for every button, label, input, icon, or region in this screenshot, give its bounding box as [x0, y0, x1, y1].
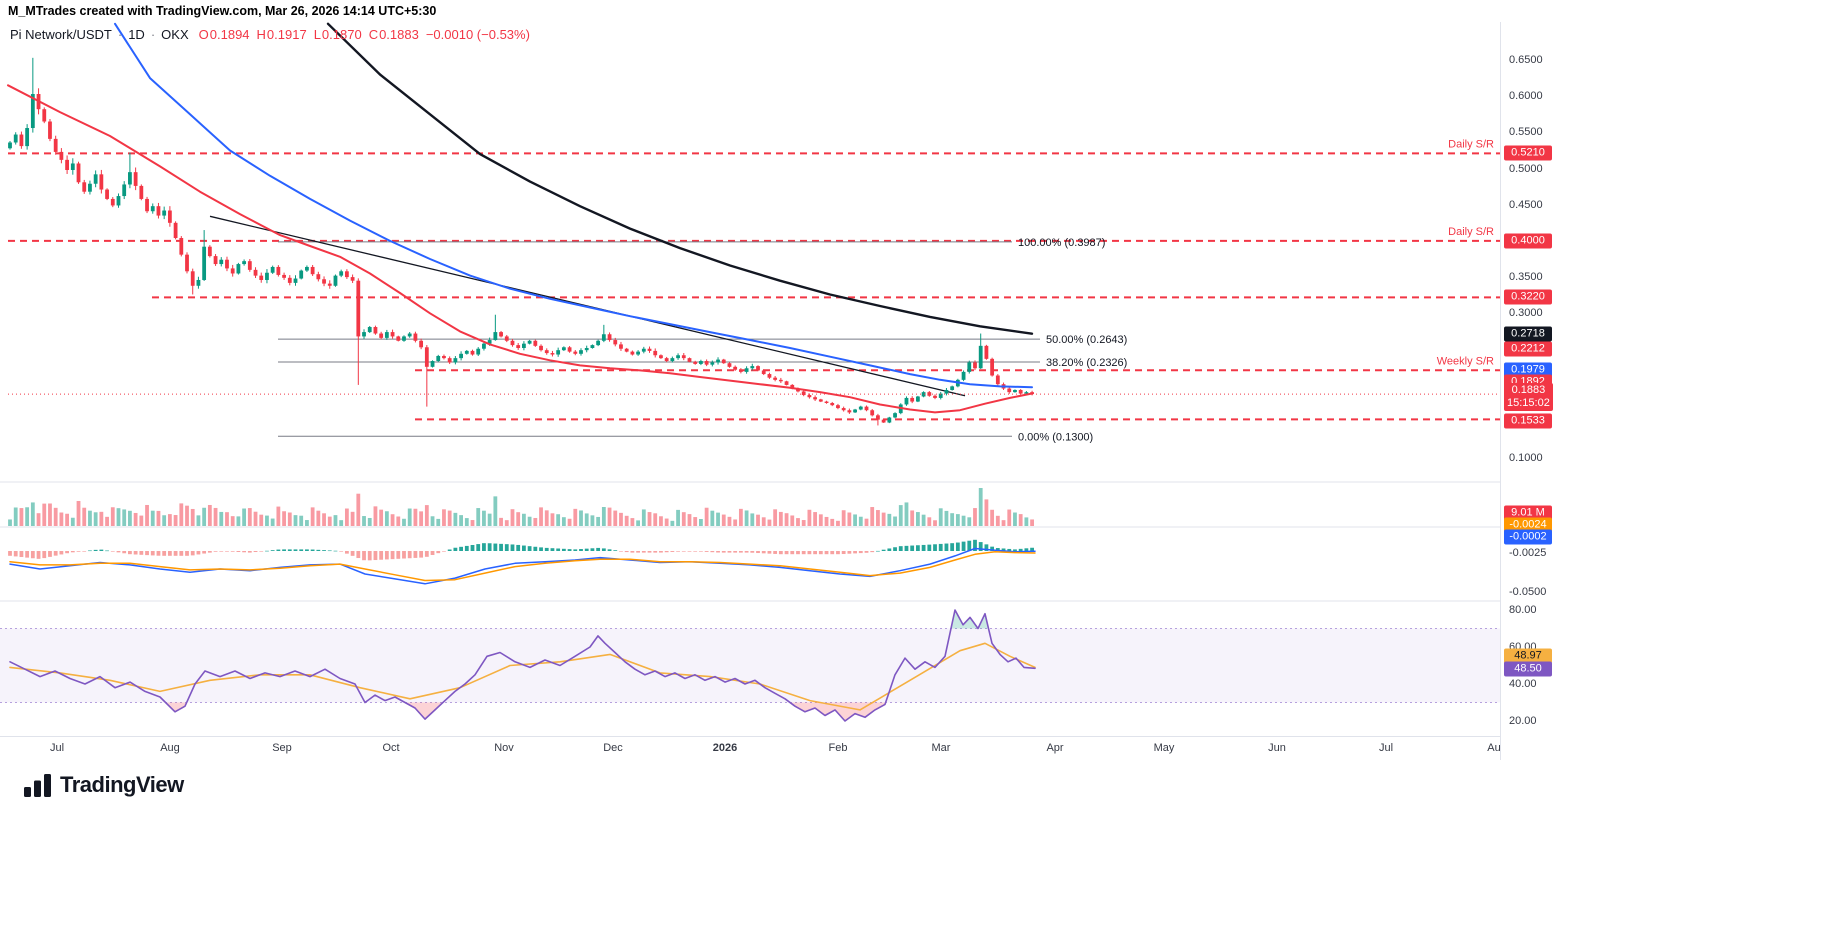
price-badge: 0.4000 — [1504, 233, 1552, 249]
interval-label[interactable]: 1D — [128, 27, 145, 42]
ohlc-values: O0.1894 H0.1917 L0.1870 C0.1883 −0.0010 … — [199, 27, 530, 42]
price-badge: -0.0024 — [1504, 517, 1552, 533]
low-value: L0.1870 — [313, 27, 362, 42]
macd-lines-layer — [9, 547, 1036, 585]
time-tick-label: Aug — [160, 742, 180, 754]
macd-histogram-layer — [8, 539, 1034, 561]
open-value: O0.1894 — [198, 27, 250, 42]
fib-label: 100.00% (0.3987) — [1018, 237, 1105, 249]
pane-separators — [0, 481, 1560, 602]
time-tick-label: Jul — [49, 742, 65, 754]
price-badge: 48.50 — [1504, 661, 1552, 677]
time-tick-label: Mar — [931, 742, 951, 754]
price-badge: 0.1979 — [1504, 362, 1552, 378]
time-tick-label: Nov — [494, 742, 514, 754]
price-badge: 0.2718 — [1504, 326, 1552, 342]
fib-label: 0.00% (0.1300) — [1018, 431, 1093, 443]
time-tick-label: Au — [1487, 742, 1500, 754]
price-badge: -0.0002 — [1504, 529, 1552, 545]
axis-tick-label: 40.00 — [1509, 678, 1537, 690]
time-tick-label: Dec — [603, 742, 623, 754]
price-axis[interactable]: 0.6500 0.6000 0.5500 0.5000 0.4500 0.3500 0.30… — [1500, 22, 1560, 760]
fib-retracement-layer: 100.00% (0.3987) 50.00% (0.2643) 38.20% (0… — [278, 237, 1127, 443]
tradingview-logo-text: TradingView — [60, 772, 184, 797]
moving-averages-layer — [7, 22, 1034, 414]
time-tick-label: Jul — [1378, 742, 1394, 754]
axis-tick-label: 0.3500 — [1509, 271, 1543, 283]
axis-tick-label: 80.00 — [1509, 604, 1537, 616]
high-value: H0.1917 — [256, 27, 307, 42]
price-badge: 48.97 — [1504, 648, 1552, 664]
volume-layer — [8, 488, 1034, 526]
price-badge: 0.3220 — [1504, 289, 1552, 305]
price-badge: 0.2212 — [1504, 341, 1552, 357]
sr-lines-layer: Daily S/R Daily S/R Weekly S/R — [8, 138, 1500, 421]
price-badge: 0.5210 — [1504, 145, 1552, 161]
legend-separator: · — [150, 27, 156, 42]
axis-tick-label: 0.3000 — [1509, 307, 1543, 319]
rsi-layer — [0, 609, 1500, 722]
price-badge: 0.1533 — [1504, 413, 1552, 429]
axis-tick-label: 0.6500 — [1509, 54, 1543, 66]
time-axis[interactable]: Jul Aug Sep Oct Nov Dec 2026 Feb Mar Apr May Jun Jul… — [0, 736, 1500, 760]
axis-tick-label: 0.4500 — [1509, 199, 1543, 211]
axis-tick-label: 0.6000 — [1509, 90, 1543, 102]
time-tick-label: Oct — [382, 742, 400, 754]
price-chart-canvas[interactable]: Daily S/R Daily S/R Weekly S/R 100.00% (0.3… — [0, 22, 1560, 760]
axis-tick-label: 20.00 — [1509, 715, 1537, 727]
sr-label: Daily S/R — [1448, 226, 1494, 238]
symbol-name[interactable]: Pi Network/USDT — [10, 27, 112, 42]
candles-layer — [8, 57, 1034, 426]
close-value: C0.1883 — [368, 27, 419, 42]
time-tick-label: May — [1153, 742, 1175, 754]
sr-label: Daily S/R — [1448, 138, 1494, 150]
change-value: −0.0010 (−0.53%) — [425, 27, 530, 42]
legend-separator: · — [117, 27, 123, 42]
watermark-text: M_MTrades created with TradingView.com, … — [8, 4, 437, 18]
time-tick-label: Jun — [1268, 742, 1286, 754]
chart-area[interactable]: Daily S/R Daily S/R Weekly S/R 100.00% (0.3… — [0, 22, 1560, 760]
tradingview-logo-icon — [24, 773, 51, 797]
tradingview-logo[interactable]: TradingView — [24, 772, 184, 798]
axis-tick-label: -0.0025 — [1509, 547, 1547, 559]
time-tick-label: Apr — [1046, 742, 1064, 754]
axis-tick-label: -0.0500 — [1509, 586, 1547, 598]
axis-tick-label: 0.5500 — [1509, 126, 1543, 138]
price-badge: 0.1883 15:15:02 — [1504, 383, 1553, 411]
fib-label: 50.00% (0.2643) — [1046, 334, 1127, 346]
axis-tick-label: 0.1000 — [1509, 452, 1543, 464]
time-tick-label: Feb — [828, 742, 848, 754]
sr-label: Weekly S/R — [1437, 355, 1494, 367]
exchange-label[interactable]: OKX — [161, 27, 189, 42]
time-tick-label: Sep — [272, 742, 292, 754]
symbol-legend[interactable]: Pi Network/USDT · 1D · OKX O0.1894 H0.19… — [10, 27, 530, 42]
axis-tick-label: 0.5000 — [1509, 163, 1543, 175]
fib-label: 38.20% (0.2326) — [1046, 357, 1127, 369]
time-tick-label: 2026 — [712, 742, 738, 754]
price-badge: 9.01 M — [1504, 505, 1552, 521]
